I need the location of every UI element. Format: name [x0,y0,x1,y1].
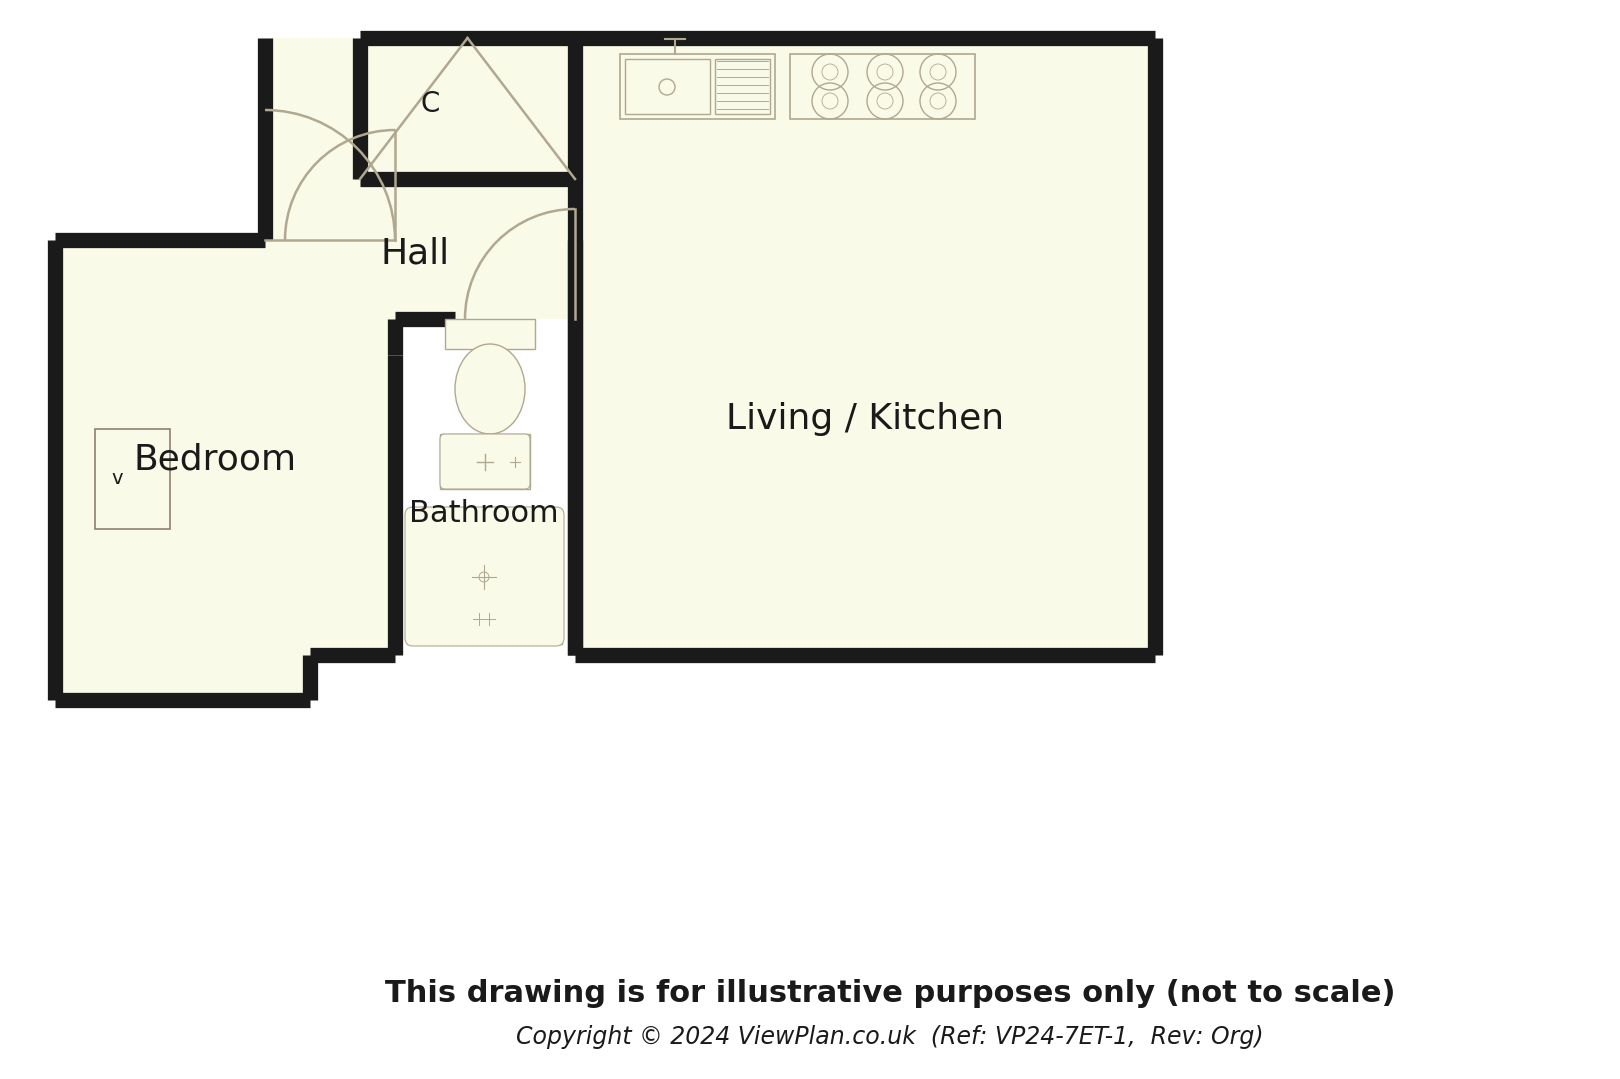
Text: Bathroom: Bathroom [410,500,559,529]
Text: Copyright © 2024 ViewPlan.co.uk  (Ref: VP24-7ET-1,  Rev: Org): Copyright © 2024 ViewPlan.co.uk (Ref: VP… [517,1025,1264,1049]
Bar [575,38,1155,655]
Bar [791,54,975,119]
Ellipse shape [455,344,525,434]
Text: This drawing is for illustrative purposes only (not to scale): This drawing is for illustrative purpose… [386,980,1395,1009]
Text: Hall: Hall [381,237,450,271]
Text: Bedroom: Bedroom [133,442,296,476]
FancyBboxPatch shape [441,434,530,489]
Bar [446,319,535,349]
Bar [55,240,395,655]
Text: Living / Kitchen: Living / Kitchen [726,402,1004,436]
Bar [620,54,774,119]
Bar [714,59,769,114]
Bar [441,434,530,489]
Bar [55,655,309,700]
Bar [625,59,710,114]
FancyBboxPatch shape [405,507,564,646]
Text: v: v [112,469,123,489]
Bar [395,240,575,319]
Bar [96,429,170,529]
Text: C: C [420,90,439,118]
Bar [407,509,562,644]
Bar [266,38,575,240]
